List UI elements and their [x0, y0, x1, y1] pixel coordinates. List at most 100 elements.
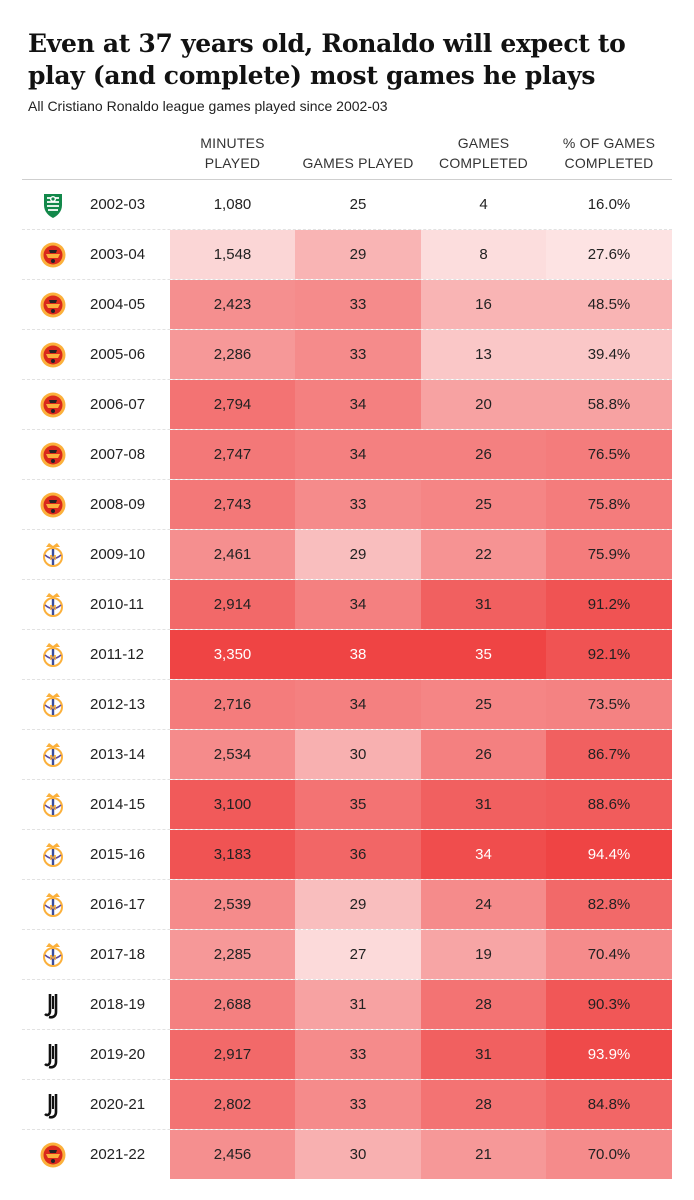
- svg-text:M: M: [50, 904, 57, 912]
- minutes-cell: 2,743: [170, 480, 295, 529]
- svg-text:M: M: [50, 804, 57, 812]
- pct-completed-cell: 73.5%: [546, 680, 672, 729]
- header-divider: [22, 179, 672, 180]
- games-played-cell: 34: [295, 430, 421, 479]
- column-header-games-completed: GAMES COMPLETED: [421, 133, 546, 173]
- pct-completed-cell: 39.4%: [546, 330, 672, 379]
- real-madrid-logo-icon: M: [40, 941, 66, 969]
- pct-completed-cell: 90.3%: [546, 980, 672, 1029]
- table-row: 2005-06 2,286 33 13 39.4%: [22, 330, 672, 380]
- column-header-completed-line2: COMPLETED: [439, 155, 528, 171]
- season-label: 2003-04: [90, 246, 146, 263]
- minutes-cell: 2,539: [170, 880, 295, 929]
- season-label: 2009-10: [90, 546, 146, 563]
- games-completed-cell: 22: [421, 530, 546, 579]
- svg-text:M: M: [50, 754, 57, 762]
- minutes-cell: 2,802: [170, 1080, 295, 1129]
- column-header-games-played: GAMES PLAYED: [295, 133, 421, 173]
- table-row: M 2016-17 2,539 29 24 82.8%: [22, 880, 672, 930]
- minutes-cell: 2,747: [170, 430, 295, 479]
- minutes-cell: 2,461: [170, 530, 295, 579]
- games-played-cell: 35: [295, 780, 421, 829]
- minutes-cell: 3,183: [170, 830, 295, 879]
- juventus-logo-icon: [40, 1091, 66, 1119]
- games-played-cell: 33: [295, 330, 421, 379]
- season-label: 2020-21: [90, 1096, 146, 1113]
- table-row: M 2012-13 2,716 34 25 73.5%: [22, 680, 672, 730]
- games-completed-cell: 20: [421, 380, 546, 429]
- table-row: M 2010-11 2,914 34 31 91.2%: [22, 580, 672, 630]
- table-row: 2003-04 1,548 29 8 27.6%: [22, 230, 672, 280]
- man-utd-logo-icon: [40, 341, 66, 369]
- games-completed-cell: 31: [421, 580, 546, 629]
- pct-completed-cell: 91.2%: [546, 580, 672, 629]
- games-completed-cell: 25: [421, 680, 546, 729]
- chart-title: Even at 37 years old, Ronaldo will expec…: [28, 29, 626, 90]
- real-madrid-logo-icon: M: [40, 591, 66, 619]
- minutes-cell: 2,534: [170, 730, 295, 779]
- column-header-pct-line2: COMPLETED: [564, 155, 654, 171]
- column-header-minutes-line1: MINUTES: [200, 135, 265, 151]
- pct-completed-cell: 27.6%: [546, 230, 672, 279]
- real-madrid-logo-icon: M: [40, 791, 66, 819]
- sporting-logo-icon: [40, 191, 66, 219]
- column-header-pct-line1: % OF GAMES: [562, 135, 656, 151]
- table-row: 2004-05 2,423 33 16 48.5%: [22, 280, 672, 330]
- pct-completed-cell: 75.9%: [546, 530, 672, 579]
- games-completed-cell: 8: [421, 230, 546, 279]
- svg-text:M: M: [50, 954, 57, 962]
- table-row: M 2015-16 3,183 36 34 94.4%: [22, 830, 672, 880]
- games-played-cell: 33: [295, 1080, 421, 1129]
- real-madrid-logo-icon: M: [40, 641, 66, 669]
- minutes-cell: 2,423: [170, 280, 295, 329]
- games-completed-cell: 34: [421, 830, 546, 879]
- season-label: 2004-05: [90, 296, 146, 313]
- table-row: M 2014-15 3,100 35 31 88.6%: [22, 780, 672, 830]
- games-played-cell: 33: [295, 480, 421, 529]
- season-label: 2018-19: [90, 996, 146, 1013]
- games-played-cell: 29: [295, 880, 421, 929]
- games-completed-cell: 21: [421, 1130, 546, 1179]
- pct-completed-cell: 86.7%: [546, 730, 672, 779]
- season-label: 2006-07: [90, 396, 146, 413]
- games-completed-cell: 24: [421, 880, 546, 929]
- season-label: 2014-15: [90, 796, 146, 813]
- table-row: 2006-07 2,794 34 20 58.8%: [22, 380, 672, 430]
- minutes-cell: 2,286: [170, 330, 295, 379]
- pct-completed-cell: 76.5%: [546, 430, 672, 479]
- games-played-cell: 30: [295, 730, 421, 779]
- column-header-completed-line1: GAMES: [457, 135, 510, 151]
- games-played-cell: 33: [295, 280, 421, 329]
- pct-completed-cell: 93.9%: [546, 1030, 672, 1079]
- man-utd-logo-icon: [40, 491, 66, 519]
- juventus-logo-icon: [40, 1041, 66, 1069]
- minutes-cell: 2,914: [170, 580, 295, 629]
- games-completed-cell: 35: [421, 630, 546, 679]
- games-played-cell: 27: [295, 930, 421, 979]
- table-row: 2002-03 1,080 25 4 16.0%: [22, 180, 672, 230]
- games-completed-cell: 31: [421, 780, 546, 829]
- column-header-minutes: MINUTES PLAYED: [170, 133, 295, 173]
- minutes-cell: 2,716: [170, 680, 295, 729]
- minutes-cell: 3,100: [170, 780, 295, 829]
- pct-completed-cell: 70.0%: [546, 1130, 672, 1179]
- games-played-cell: 31: [295, 980, 421, 1029]
- season-label: 2019-20: [90, 1046, 146, 1063]
- season-label: 2002-03: [90, 196, 146, 213]
- season-label: 2011-12: [90, 646, 144, 663]
- season-label: 2010-11: [90, 596, 144, 613]
- table-row: 2007-08 2,747 34 26 76.5%: [22, 430, 672, 480]
- real-madrid-logo-icon: M: [40, 841, 66, 869]
- svg-text:M: M: [50, 554, 57, 562]
- table-row: 2019-20 2,917 33 31 93.9%: [22, 1030, 672, 1080]
- games-completed-cell: 16: [421, 280, 546, 329]
- pct-completed-cell: 58.8%: [546, 380, 672, 429]
- season-label: 2008-09: [90, 496, 146, 513]
- season-label: 2021-22: [90, 1146, 146, 1163]
- games-played-cell: 33: [295, 1030, 421, 1079]
- table-row: 2018-19 2,688 31 28 90.3%: [22, 980, 672, 1030]
- table-row: M 2009-10 2,461 29 22 75.9%: [22, 530, 672, 580]
- real-madrid-logo-icon: M: [40, 541, 66, 569]
- games-completed-cell: 19: [421, 930, 546, 979]
- man-utd-logo-icon: [40, 241, 66, 269]
